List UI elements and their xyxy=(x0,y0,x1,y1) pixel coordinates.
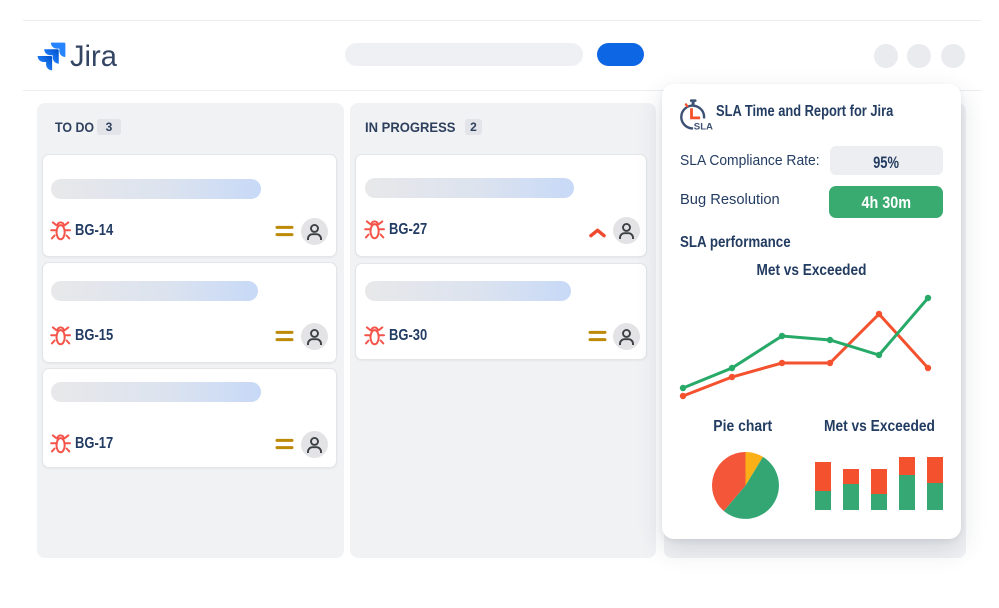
svg-text:SLA: SLA xyxy=(694,122,713,133)
